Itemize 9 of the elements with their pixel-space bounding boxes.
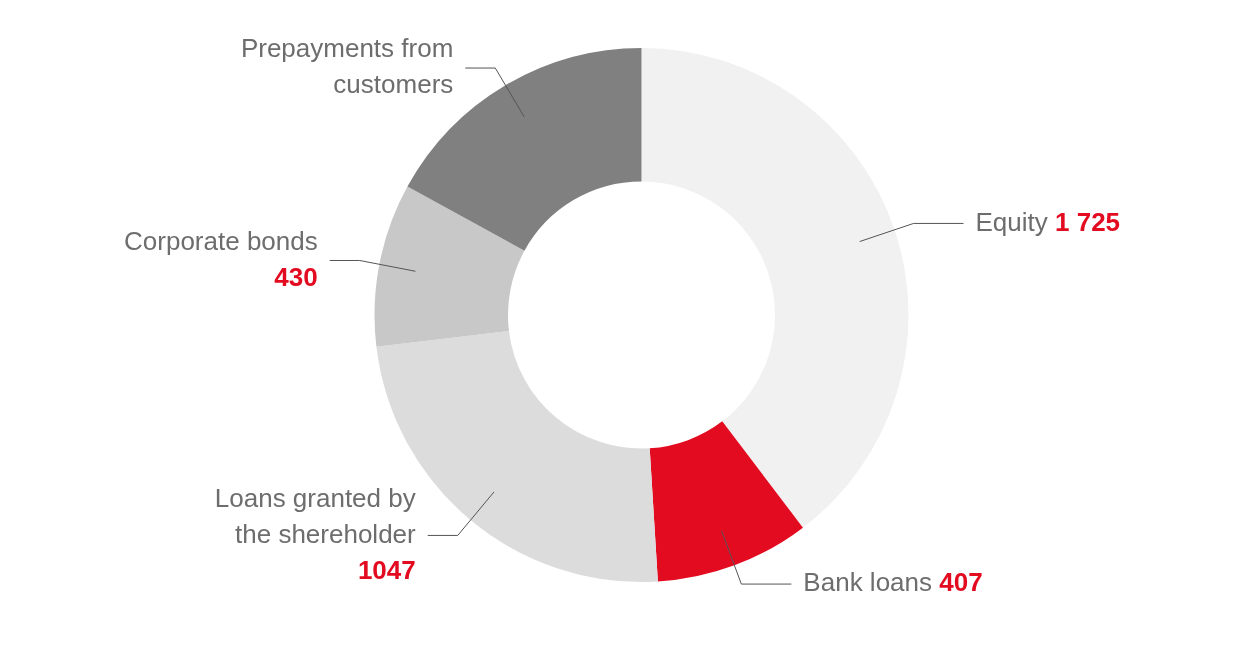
slice-label: Corporate bonds	[124, 225, 318, 256]
slice-label: Prepayments from customers	[240, 33, 454, 100]
data-label: 407	[939, 567, 983, 598]
data-label: 1047	[357, 554, 416, 585]
data-label: 1 725	[1054, 206, 1121, 237]
slice-label: Bank loans	[803, 567, 933, 598]
slice-label: Equity	[975, 206, 1048, 237]
data-label: 430	[274, 261, 318, 292]
category-label: Loans granted by the shereholder	[214, 482, 416, 549]
